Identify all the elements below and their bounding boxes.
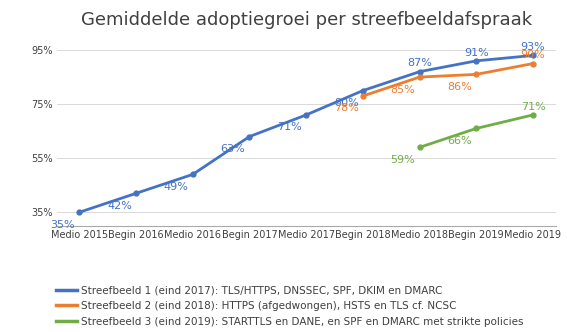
Streefbeeld 1 (eind 2017): TLS/HTTPS, DNSSEC, SPF, DKIM en DMARC: (8, 0.93): TLS/HTTPS, DNSSEC, SPF, DKIM en DMARC: (… bbox=[530, 53, 536, 57]
Text: 42%: 42% bbox=[107, 201, 132, 211]
Text: 63%: 63% bbox=[221, 144, 246, 154]
Streefbeeld 2 (eind 2018): HTTPS (afgedwongen), HSTS en TLS cf. NCSC: (6, 0.85): HTTPS (afgedwongen), HSTS en TLS cf. NCS… bbox=[416, 75, 423, 79]
Streefbeeld 1 (eind 2017): TLS/HTTPS, DNSSEC, SPF, DKIM en DMARC: (2, 0.49): TLS/HTTPS, DNSSEC, SPF, DKIM en DMARC: (… bbox=[189, 172, 196, 176]
Streefbeeld 1 (eind 2017): TLS/HTTPS, DNSSEC, SPF, DKIM en DMARC: (6, 0.87): TLS/HTTPS, DNSSEC, SPF, DKIM en DMARC: (… bbox=[416, 70, 423, 74]
Text: 90%: 90% bbox=[521, 50, 545, 60]
Streefbeeld 2 (eind 2018): HTTPS (afgedwongen), HSTS en TLS cf. NCSC: (5, 0.78): HTTPS (afgedwongen), HSTS en TLS cf. NCS… bbox=[359, 94, 366, 98]
Streefbeeld 2 (eind 2018): HTTPS (afgedwongen), HSTS en TLS cf. NCSC: (7, 0.86): HTTPS (afgedwongen), HSTS en TLS cf. NCS… bbox=[473, 72, 480, 76]
Streefbeeld 3 (eind 2019): STARTTLS en DANE, en SPF en DMARC met strikte policies: (6, 0.59): STARTTLS en DANE, en SPF en DMARC met st… bbox=[416, 145, 423, 149]
Text: 71%: 71% bbox=[277, 123, 302, 132]
Text: 59%: 59% bbox=[391, 155, 416, 165]
Text: 86%: 86% bbox=[447, 82, 472, 92]
Text: 87%: 87% bbox=[407, 58, 432, 68]
Streefbeeld 1 (eind 2017): TLS/HTTPS, DNSSEC, SPF, DKIM en DMARC: (5, 0.8): TLS/HTTPS, DNSSEC, SPF, DKIM en DMARC: (… bbox=[359, 89, 366, 93]
Legend: Streefbeeld 1 (eind 2017): TLS/HTTPS, DNSSEC, SPF, DKIM en DMARC, Streefbeeld 2 : Streefbeeld 1 (eind 2017): TLS/HTTPS, DN… bbox=[56, 285, 524, 327]
Streefbeeld 1 (eind 2017): TLS/HTTPS, DNSSEC, SPF, DKIM en DMARC: (1, 0.42): TLS/HTTPS, DNSSEC, SPF, DKIM en DMARC: (… bbox=[133, 191, 139, 195]
Streefbeeld 1 (eind 2017): TLS/HTTPS, DNSSEC, SPF, DKIM en DMARC: (4, 0.71): TLS/HTTPS, DNSSEC, SPF, DKIM en DMARC: (… bbox=[303, 113, 310, 117]
Streefbeeld 3 (eind 2019): STARTTLS en DANE, en SPF en DMARC met strikte policies: (8, 0.71): STARTTLS en DANE, en SPF en DMARC met st… bbox=[530, 113, 536, 117]
Streefbeeld 2 (eind 2018): HTTPS (afgedwongen), HSTS en TLS cf. NCSC: (8, 0.9): HTTPS (afgedwongen), HSTS en TLS cf. NCS… bbox=[530, 61, 536, 65]
Line: Streefbeeld 2 (eind 2018): HTTPS (afgedwongen), HSTS en TLS cf. NCSC: Streefbeeld 2 (eind 2018): HTTPS (afgedw… bbox=[361, 61, 535, 98]
Text: 85%: 85% bbox=[391, 85, 416, 95]
Text: 78%: 78% bbox=[334, 104, 359, 114]
Streefbeeld 1 (eind 2017): TLS/HTTPS, DNSSEC, SPF, DKIM en DMARC: (0, 0.35): TLS/HTTPS, DNSSEC, SPF, DKIM en DMARC: (… bbox=[76, 210, 83, 214]
Text: 35%: 35% bbox=[50, 220, 75, 230]
Text: 71%: 71% bbox=[521, 102, 545, 112]
Streefbeeld 1 (eind 2017): TLS/HTTPS, DNSSEC, SPF, DKIM en DMARC: (7, 0.91): TLS/HTTPS, DNSSEC, SPF, DKIM en DMARC: (… bbox=[473, 59, 480, 63]
Text: 49%: 49% bbox=[164, 182, 189, 192]
Streefbeeld 1 (eind 2017): TLS/HTTPS, DNSSEC, SPF, DKIM en DMARC: (3, 0.63): TLS/HTTPS, DNSSEC, SPF, DKIM en DMARC: (… bbox=[246, 134, 253, 138]
Streefbeeld 3 (eind 2019): STARTTLS en DANE, en SPF en DMARC met strikte policies: (7, 0.66): STARTTLS en DANE, en SPF en DMARC met st… bbox=[473, 126, 480, 130]
Text: 91%: 91% bbox=[464, 47, 489, 57]
Text: 66%: 66% bbox=[447, 136, 472, 146]
Text: 93%: 93% bbox=[521, 42, 545, 52]
Text: 80%: 80% bbox=[334, 98, 359, 108]
Line: Streefbeeld 1 (eind 2017): TLS/HTTPS, DNSSEC, SPF, DKIM en DMARC: Streefbeeld 1 (eind 2017): TLS/HTTPS, DN… bbox=[77, 53, 535, 215]
Title: Gemiddelde adoptiegroei per streefbeeldafspraak: Gemiddelde adoptiegroei per streefbeelda… bbox=[81, 11, 532, 30]
Line: Streefbeeld 3 (eind 2019): STARTTLS en DANE, en SPF en DMARC met strikte policies: Streefbeeld 3 (eind 2019): STARTTLS en D… bbox=[417, 113, 535, 150]
